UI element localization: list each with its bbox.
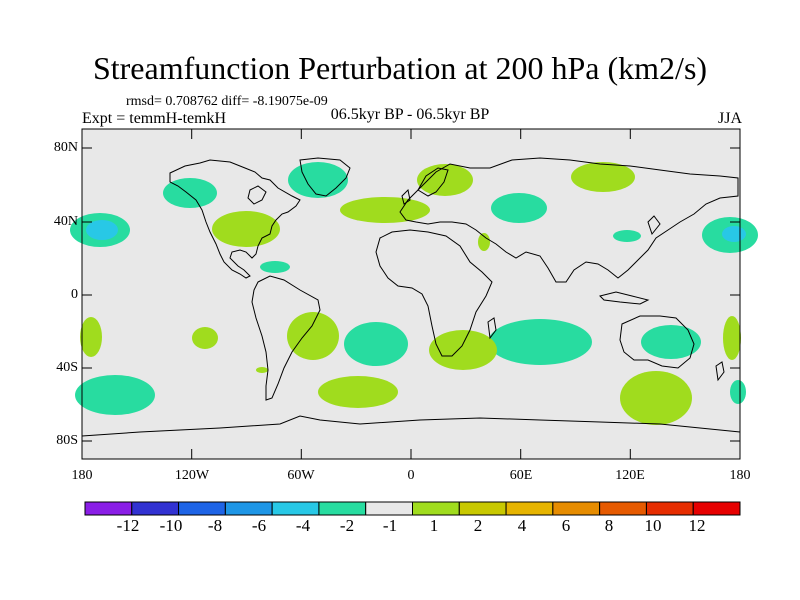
colorbar bbox=[84, 501, 741, 516]
negative-anomaly bbox=[488, 319, 592, 365]
lat-label: 80S bbox=[56, 433, 78, 448]
colorbar-swatch bbox=[84, 501, 133, 516]
negative-anomaly bbox=[613, 230, 641, 242]
colorbar-label: -2 bbox=[339, 516, 355, 535]
coast-scandinavia bbox=[417, 167, 449, 197]
colorbar-swatch bbox=[552, 501, 601, 516]
coast-indonesia bbox=[599, 291, 650, 305]
lon-label: 180 bbox=[729, 468, 751, 483]
colorbar-swatch bbox=[271, 501, 320, 516]
coast-australia bbox=[619, 315, 695, 369]
strong-negative-anomaly bbox=[722, 226, 746, 242]
stats-line: rmsd= 0.708762 diff= -8.19075e-09 bbox=[126, 94, 328, 109]
colorbar-swatch bbox=[505, 501, 554, 516]
lat-label: 40S bbox=[56, 360, 78, 375]
positive-anomaly bbox=[256, 367, 268, 373]
colorbar-swatch bbox=[365, 501, 413, 516]
negative-anomaly bbox=[75, 375, 155, 415]
colorbar-label: 4 bbox=[517, 516, 527, 535]
colorbar-swatch bbox=[645, 501, 694, 516]
colorbar-label: 6 bbox=[561, 516, 571, 535]
experiment-label: Expt = temmH-temkH bbox=[82, 110, 227, 127]
colorbar-swatch bbox=[224, 501, 273, 516]
coast-north-america bbox=[169, 159, 301, 279]
negative-anomaly bbox=[344, 322, 408, 366]
positive-anomaly bbox=[723, 316, 741, 360]
colorbar-label: -4 bbox=[295, 516, 311, 535]
colorbar-swatch bbox=[599, 501, 647, 516]
negative-anomaly bbox=[641, 325, 701, 359]
lon-label: 120W bbox=[174, 468, 210, 483]
colorbar-label: 2 bbox=[473, 516, 483, 535]
coast-antarctica bbox=[81, 415, 741, 437]
anomaly-fields bbox=[70, 162, 758, 425]
coast-south-america bbox=[251, 275, 321, 401]
coast-new-zealand bbox=[715, 361, 725, 382]
positive-anomaly bbox=[340, 197, 430, 223]
colorbar-label: -1 bbox=[382, 516, 398, 535]
lat-label: 80N bbox=[53, 140, 78, 155]
colorbar-label: -8 bbox=[207, 516, 223, 535]
negative-anomaly bbox=[288, 162, 348, 198]
positive-anomaly bbox=[212, 211, 280, 247]
lat-label: 0 bbox=[71, 287, 78, 302]
map-title: Streamfunction Perturbation at 200 hPa (… bbox=[92, 50, 708, 86]
season-label: JJA bbox=[717, 110, 742, 127]
colorbar-swatch bbox=[318, 501, 367, 516]
coast-eurasia bbox=[399, 157, 739, 283]
positive-anomaly bbox=[318, 376, 398, 408]
positive-anomaly bbox=[571, 162, 635, 192]
coast-japan bbox=[647, 215, 661, 236]
coast-madagascar bbox=[487, 317, 497, 340]
colorbar-swatch bbox=[458, 501, 507, 516]
strong-negative-anomaly bbox=[86, 220, 118, 240]
coastlines bbox=[81, 157, 741, 437]
positive-anomaly bbox=[80, 317, 102, 357]
lon-label: 180 bbox=[71, 468, 93, 483]
positive-anomaly bbox=[478, 233, 490, 251]
colorbar-swatch bbox=[178, 501, 226, 516]
colorbar-label: 10 bbox=[644, 516, 662, 535]
lat-label: 40N bbox=[53, 214, 78, 229]
colorbar-swatch bbox=[412, 501, 460, 516]
positive-anomaly bbox=[287, 312, 339, 360]
colorbar-label: 8 bbox=[604, 516, 614, 535]
axis-ticks bbox=[81, 129, 741, 459]
colorbar-label: 12 bbox=[688, 516, 706, 535]
coast-hudson-bay bbox=[247, 185, 267, 205]
colorbar-swatch bbox=[131, 501, 180, 516]
positive-anomaly bbox=[429, 330, 497, 370]
colorbar-label: -12 bbox=[116, 516, 140, 535]
positive-anomaly bbox=[192, 327, 218, 349]
colorbar-label: -10 bbox=[159, 516, 183, 535]
positive-anomaly bbox=[620, 371, 692, 425]
lon-label: 60E bbox=[509, 468, 533, 483]
colorbar-swatch bbox=[692, 501, 741, 516]
negative-anomaly bbox=[260, 261, 290, 273]
colorbar-label: 1 bbox=[429, 516, 439, 535]
coast-british-isles bbox=[401, 188, 411, 205]
period-label: 06.5kyr BP - 06.5kyr BP bbox=[330, 106, 490, 123]
colorbar-label: -6 bbox=[251, 516, 267, 535]
lon-label: 120E bbox=[615, 468, 645, 483]
lon-label: 0 bbox=[407, 468, 415, 483]
coast-greenland bbox=[299, 157, 351, 197]
coast-africa bbox=[375, 229, 493, 357]
negative-anomaly bbox=[491, 193, 547, 223]
lon-label: 60W bbox=[287, 468, 315, 483]
negative-anomaly bbox=[730, 380, 746, 404]
